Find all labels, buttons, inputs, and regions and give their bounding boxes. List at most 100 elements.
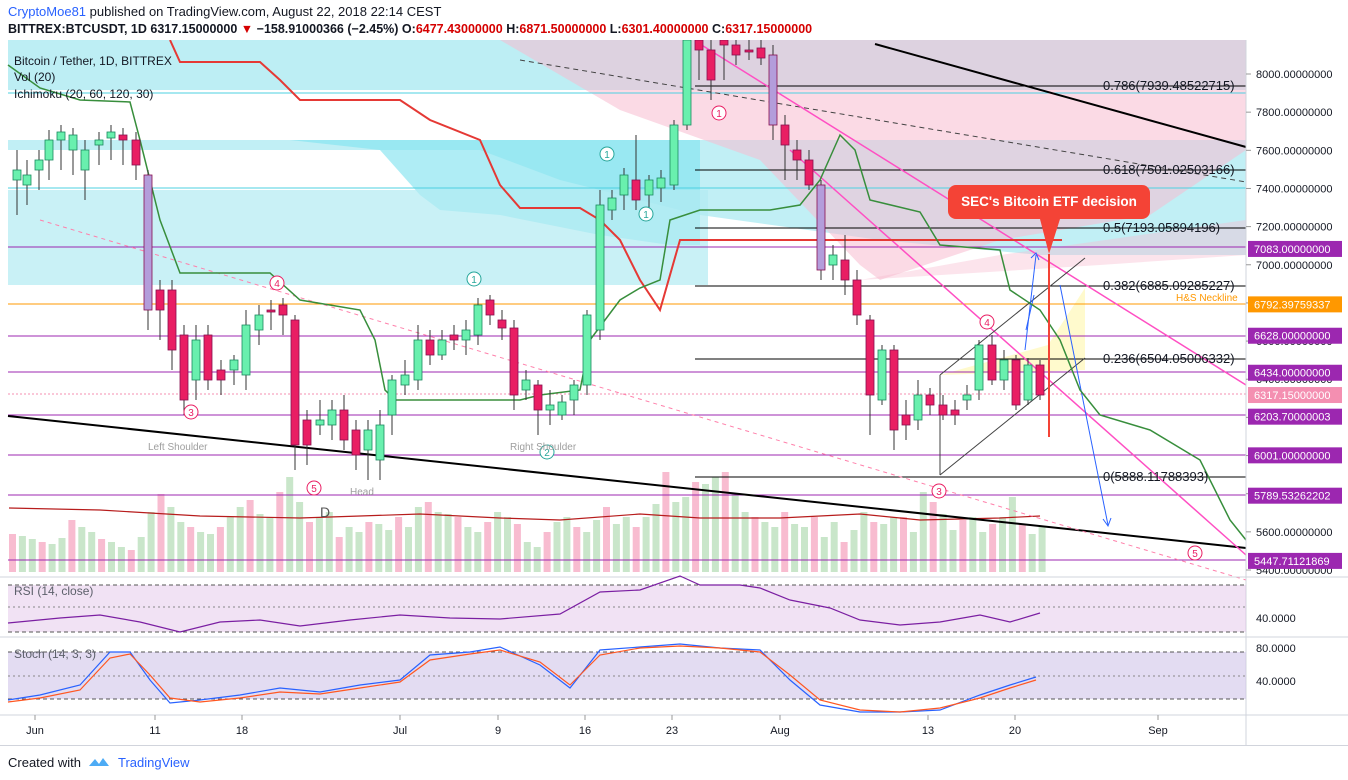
published-text: published on TradingView.com, August 22,… xyxy=(89,4,442,19)
wave-d-label: D xyxy=(320,504,330,520)
candle-body xyxy=(889,349,899,431)
x-tick-label: Jun xyxy=(26,725,44,737)
volume-bar xyxy=(48,544,56,572)
candle-body xyxy=(631,179,641,201)
x-tick-label: Sep xyxy=(1148,725,1168,737)
high-label: H: xyxy=(506,22,520,36)
fib-0236: 0.236(6504.05006332) xyxy=(1103,351,1235,366)
wave-circle xyxy=(979,314,995,330)
volume-bar xyxy=(850,530,858,572)
candle-body xyxy=(229,359,239,371)
candle-body xyxy=(792,149,802,161)
channel-top xyxy=(939,257,1086,376)
price-tag xyxy=(1248,387,1342,404)
user-link[interactable]: CryptoMoe81 xyxy=(8,4,87,19)
price-tick-label: 7200.00000000 xyxy=(1256,222,1332,234)
volume-bar xyxy=(494,512,502,572)
pink-channel-lower xyxy=(789,149,1247,556)
volume-bar xyxy=(395,517,403,572)
volume-bar xyxy=(286,477,294,572)
change-value: −158.91000366 (−2.45%) xyxy=(256,22,399,36)
volume-bar xyxy=(28,539,36,572)
candle-body xyxy=(375,424,385,461)
tenkan-line xyxy=(169,40,1062,313)
candle-body xyxy=(840,259,850,281)
last-price: 6317.15000000 xyxy=(150,22,238,36)
volume-bar xyxy=(296,502,304,572)
candle-body xyxy=(290,319,300,446)
price-axis: 8000.00000000 7800.00000000 7600.00000000 7… xyxy=(1245,40,1348,745)
volume-bar xyxy=(464,527,472,572)
legend-ichimoku: Ichimoku (20, 60, 120, 30) xyxy=(14,87,153,101)
volume-ma xyxy=(8,507,1041,521)
candle-body xyxy=(473,304,483,336)
candle-body xyxy=(974,344,984,391)
wave-label: 1 xyxy=(604,150,610,161)
stoch-d xyxy=(7,645,1037,713)
volume-bar xyxy=(504,517,511,572)
volume-bar xyxy=(484,522,492,572)
volume-bar xyxy=(553,522,561,572)
volume-bars xyxy=(8,472,1046,572)
candle-body xyxy=(254,314,264,331)
volume-bar xyxy=(721,472,729,572)
chart-labels: 1 1 1 2 3 3 4 4 5 5 1 D xyxy=(183,105,1203,561)
left-shoulder-label: Left Shoulder xyxy=(148,442,208,453)
tradingview-link[interactable]: TradingView xyxy=(118,755,190,770)
fib-0618: 0.618(7501.02503166) xyxy=(1103,162,1235,177)
volume-bar xyxy=(335,537,343,572)
volume-bar xyxy=(424,502,432,572)
rsi-tick-label: 40.0000 xyxy=(1256,613,1296,625)
volume-bar xyxy=(870,522,878,572)
price-tag xyxy=(1248,487,1342,504)
volume-bar xyxy=(513,524,521,572)
candle-body xyxy=(694,40,704,51)
volume-bar xyxy=(801,527,808,572)
candle-body xyxy=(1023,364,1033,401)
candle-body xyxy=(106,131,116,139)
legend-title: Bitcoin / Tether, 1D, BITTREX xyxy=(14,54,172,68)
fib-0786: 0.786(7939.48522715) xyxy=(1103,78,1235,93)
volume-bar xyxy=(692,482,700,572)
candle-body xyxy=(449,334,459,341)
volume-bar xyxy=(929,502,937,572)
candle-body xyxy=(619,174,629,196)
volume-bar xyxy=(454,517,462,572)
volume-bar xyxy=(167,507,175,572)
candle-body xyxy=(400,374,410,386)
candle-body xyxy=(913,394,923,421)
candle-body xyxy=(12,169,22,181)
wave-circle xyxy=(599,146,615,162)
volume-bar xyxy=(791,524,799,572)
volume-bar xyxy=(652,504,660,572)
tradingview-logo-icon xyxy=(89,758,109,766)
candle-body xyxy=(278,304,288,316)
price-tick-label: 5600.00000000 xyxy=(1256,527,1332,539)
candle-body xyxy=(950,409,960,416)
volume-bar xyxy=(444,514,452,572)
arrow-down-icon xyxy=(1102,517,1112,528)
price-tick-label: 7600.00000000 xyxy=(1256,145,1332,157)
wave-circle xyxy=(466,271,482,287)
wave-label: 1 xyxy=(643,210,649,221)
stoch-pane: 80.0000 40.0000 xyxy=(0,636,1348,713)
legend-vol: Vol (20) xyxy=(14,70,55,84)
volume-bar xyxy=(543,532,551,572)
candle-body xyxy=(595,204,605,331)
projection-up xyxy=(1024,254,1037,351)
volume-bar xyxy=(662,472,670,572)
candle-body xyxy=(363,429,373,451)
candle-body xyxy=(569,384,579,401)
price-tag-label: 5789.53262202 xyxy=(1254,491,1330,503)
candle-body xyxy=(669,124,679,186)
wave-label: 4 xyxy=(274,279,280,290)
volume-bar xyxy=(414,507,422,572)
projection-mid xyxy=(1025,294,1035,331)
price-tick-label: 7400.00000000 xyxy=(1256,183,1332,195)
volume-bar xyxy=(909,532,917,572)
x-tick-label: 18 xyxy=(236,725,248,737)
volume-bar xyxy=(207,534,214,572)
x-tick-label: 13 xyxy=(922,725,934,737)
volume-bar xyxy=(593,520,601,572)
